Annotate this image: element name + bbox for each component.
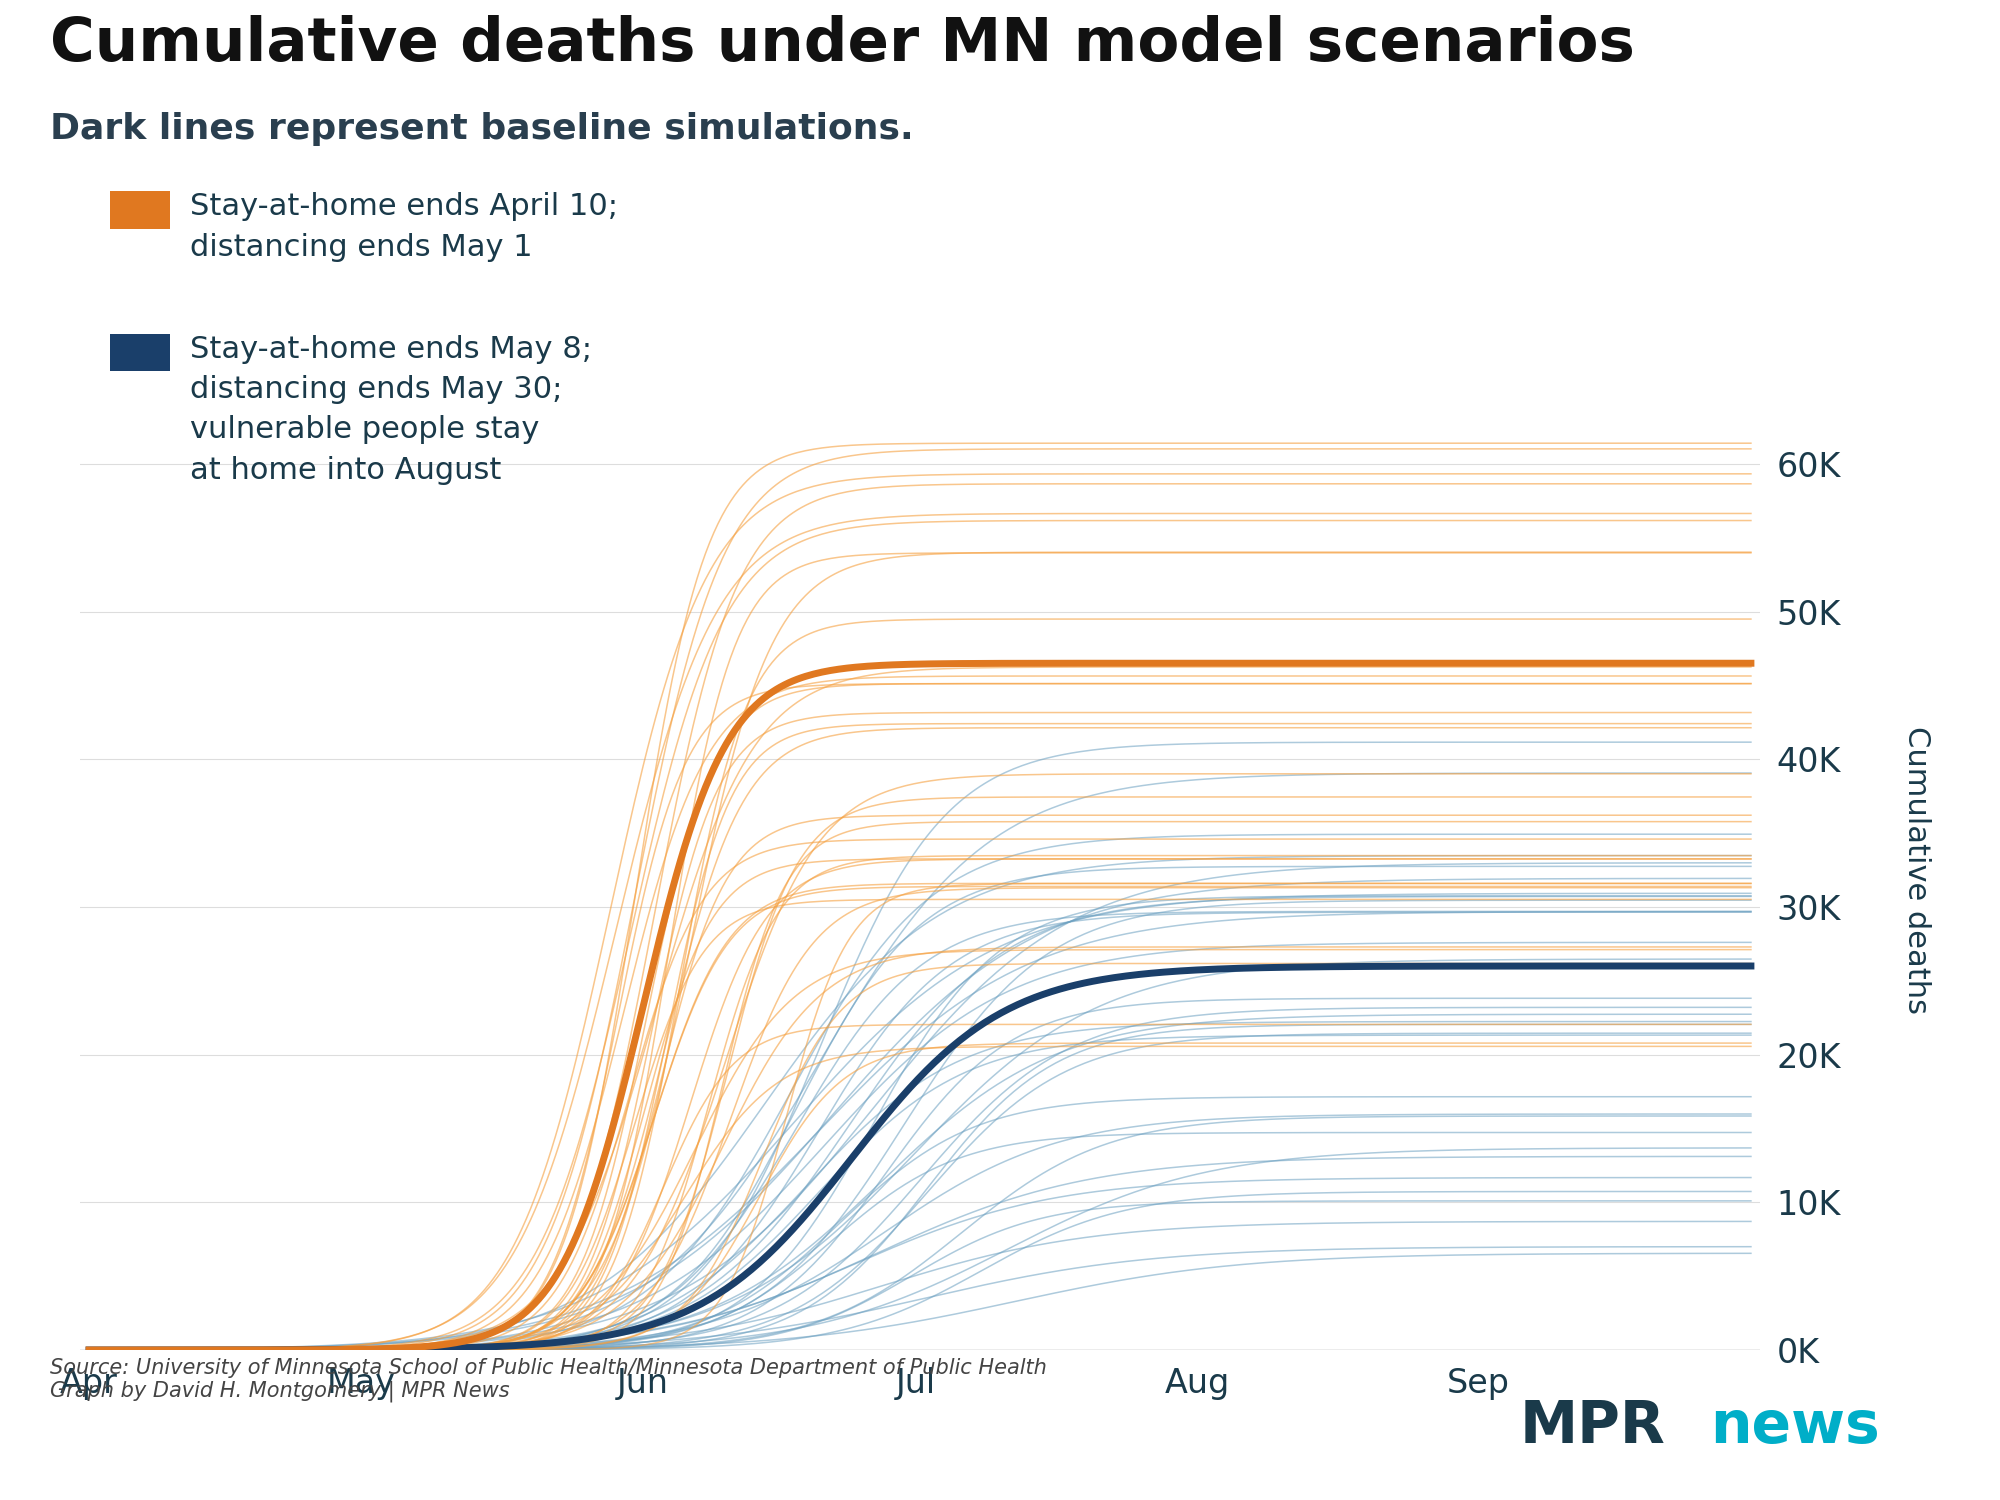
Y-axis label: Cumulative deaths: Cumulative deaths xyxy=(1902,726,1932,1014)
Text: Dark lines represent baseline simulations.: Dark lines represent baseline simulation… xyxy=(50,112,914,147)
Text: Stay-at-home ends April 10;
distancing ends May 1: Stay-at-home ends April 10; distancing e… xyxy=(190,192,618,261)
Text: news: news xyxy=(1710,1398,1880,1455)
Text: MPR: MPR xyxy=(1520,1398,1666,1455)
Text: Cumulative deaths under MN model scenarios: Cumulative deaths under MN model scenari… xyxy=(50,15,1634,74)
Text: Stay-at-home ends May 8;
distancing ends May 30;
vulnerable people stay
at home : Stay-at-home ends May 8; distancing ends… xyxy=(190,334,592,484)
Text: Source: University of Minnesota School of Public Health/Minnesota Department of : Source: University of Minnesota School o… xyxy=(50,1358,1046,1402)
